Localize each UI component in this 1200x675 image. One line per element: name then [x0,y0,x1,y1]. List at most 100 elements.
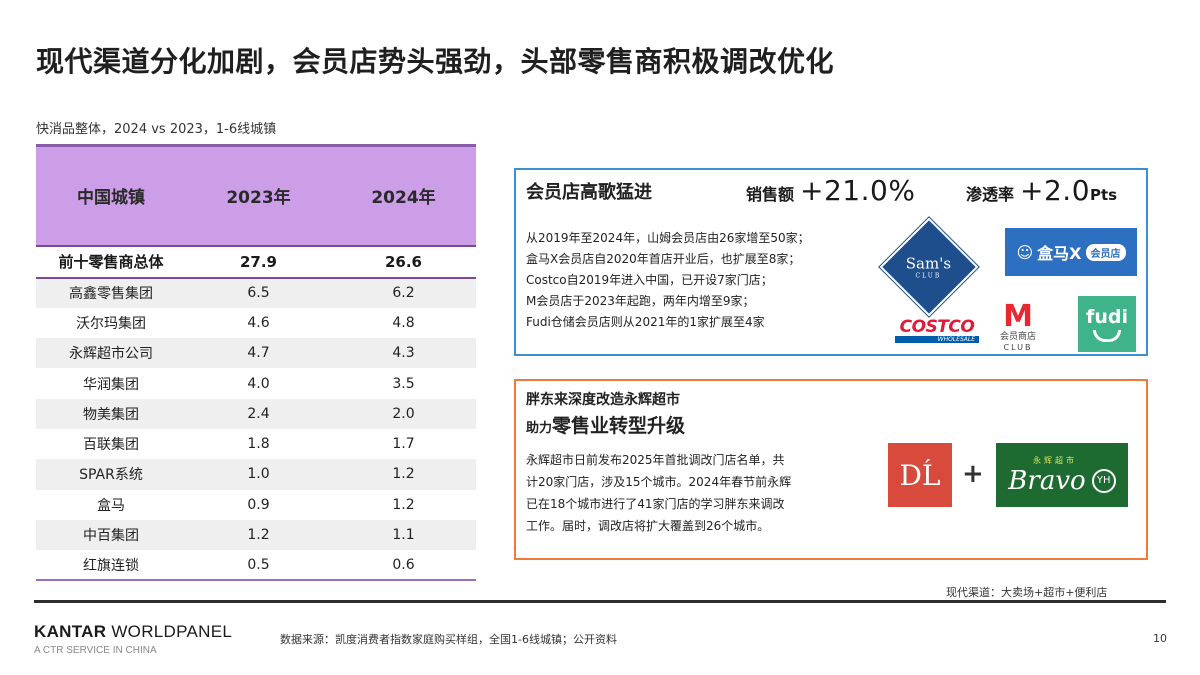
value-2024: 4.3 [392,345,415,362]
sales-value: +21.0% [800,174,916,207]
value-2024: 1.7 [392,436,415,453]
retailer-name: 百联集团 [83,437,139,454]
membership-line: M会员店于2023年起跑，两年内增至9家； [526,294,755,308]
value-2023: 1.2 [247,527,270,544]
table-row: 永辉超市公司 4.7 4.3 [36,338,476,369]
penetration-unit: Pts [1090,186,1118,204]
header-region: 中国城镇 [77,188,145,209]
hema-logo-text: 盒马X [1037,244,1082,263]
costco-logo-text: COSTCO [899,317,975,337]
brand-sub: A CTR SERVICE IN CHINA [34,645,157,656]
yonghui-line: 已在18个城市进行了41家门店的学习胖东来调改 [526,497,785,511]
data-source: 数据来源：凯度消费者指数家庭购买样组，全国1-6线城镇；公开资料 [280,633,617,646]
retailer-name: 物美集团 [83,406,139,423]
sales-label: 销售额 [746,185,795,204]
membership-description: 从2019年至2024年，山姆会员店由26家增至50家； 盒马X会员店自2020… [526,228,810,333]
table-row: 物美集团 2.4 2.0 [36,398,476,429]
value-2023: 0.9 [247,496,270,513]
footer-divider [34,600,1166,603]
value-2023: 4.7 [247,345,270,362]
sales-metric: 销售额 +21.0% [746,174,915,207]
retailer-name: 盒马 [97,497,125,514]
m-club-logo: M 会员商店 CLUB [996,298,1040,356]
brand-bold: KANTAR [34,622,107,641]
sams-club-logo: Sam's CLUB [879,217,979,317]
total-2024: 26.6 [384,252,422,271]
value-2023: 2.4 [247,405,270,422]
value-2024: 0.6 [392,556,415,573]
yonghui-description: 永辉超市日前发布2025年首批调改门店名单，共 计20家门店，涉及15个城市。2… [526,449,791,537]
table-row: 沃尔玛集团 4.6 4.8 [36,308,476,338]
penetration-metric: 渗透率 +2.0 Pts [966,174,1117,207]
costco-logo: COSTCO WHOLESALE [892,317,982,345]
table-header-row: 中国城镇 2023年 2024年 [36,145,476,246]
retailer-name: 中百集团 [83,528,139,545]
value-2023: 0.5 [247,556,270,573]
m-logo-letter: M [1003,298,1033,334]
page-number: 10 [1153,632,1167,645]
table-total-row: 前十零售商总体 27.9 26.6 [36,245,476,278]
table-subtitle: 快消品整体，2024 vs 2023，1-6线城镇 [36,122,277,137]
m-logo-club: CLUB [1003,342,1033,352]
page-title: 现代渠道分化加剧，会员店势头强劲，头部零售商积极调改优化 [36,45,835,78]
brand-rest: WORLDPANEL [106,622,233,641]
header-2023: 2023年 [226,188,291,209]
retailer-name: 沃尔玛集团 [76,315,146,332]
retailer-name: 高鑫零售集团 [69,286,153,303]
fudi-logo: fudi [1078,296,1136,352]
sams-logo-sub: CLUB [916,272,942,280]
value-2024: 1.1 [392,527,415,544]
channel-note: 现代渠道：大卖场+超市+便利店 [946,586,1108,599]
header-2024: 2024年 [371,188,436,209]
penetration-label: 渗透率 [966,185,1015,204]
yonghui-line: 计20家门店，涉及15个城市。2024年春节前永辉 [526,475,792,489]
yonghui-bravo-logo: 永辉超市 Bravo YH [996,443,1128,507]
table-row: 百联集团 1.8 1.7 [36,429,476,459]
retailer-name: SPAR系统 [79,467,143,484]
sams-logo-text: Sam's [906,254,952,273]
membership-line: Costco自2019年进入中国，已开设7家门店； [526,273,773,287]
value-2023: 4.6 [247,314,270,331]
pangdonglai-logo: DĹ [888,443,952,507]
membership-store-panel: 会员店高歌猛进 销售额 +21.0% 渗透率 +2.0 Pts 从2019年至2… [514,168,1148,356]
retailer-name: 华润集团 [83,376,139,393]
value-2023: 1.0 [247,466,270,483]
yonghui-title-prefix: 助力 [526,421,553,436]
total-name: 前十零售商总体 [58,253,164,271]
yonghui-line: 工作。届时，调改店将扩大覆盖到26个城市。 [526,519,770,533]
table-row: 红旗连锁 0.5 0.6 [36,550,476,581]
fudi-logo-text: fudi [1086,306,1128,328]
membership-line: Fudi仓储会员店则从2021年的1家扩展至4家 [526,315,765,329]
membership-line: 盒马X会员店自2020年首店开业后，也扩展至8家； [526,252,801,266]
yh-badge-icon: YH [1091,468,1116,493]
bravo-logo-top: 永辉超市 [1033,455,1077,465]
yonghui-title-line2: 助力零售业转型升级 [526,411,685,438]
value-2023: 4.0 [247,375,270,392]
value-2024: 3.5 [392,375,415,392]
plus-icon: + [962,459,984,489]
bravo-logo-text: Bravo [1008,465,1086,496]
membership-line: 从2019年至2024年，山姆会员店由26家增至50家； [526,231,810,245]
hippo-icon: ☺ [1016,242,1034,262]
value-2023: 1.8 [247,436,270,453]
retailer-name: 红旗连锁 [83,557,139,574]
value-2024: 1.2 [392,466,415,483]
smile-icon [1093,330,1121,342]
hema-x-logo: ☺ 盒马X 会员店 [1005,228,1137,276]
retailer-name: 永辉超市公司 [69,346,153,363]
value-2023: 6.5 [247,285,270,302]
table-row: 中百集团 1.2 1.1 [36,519,476,551]
retailer-share-table: 中国城镇 2023年 2024年 前十零售商总体 27.9 26.6 高鑫零售集… [36,144,476,581]
yonghui-line: 永辉超市日前发布2025年首批调改门店名单，共 [526,453,785,467]
table-row: SPAR系统 1.0 1.2 [36,459,476,490]
value-2024: 1.2 [392,496,415,513]
membership-heading: 会员店高歌猛进 [526,182,652,203]
table-row: 高鑫零售集团 6.5 6.2 [36,277,476,308]
kantar-logo: KANTAR WORLDPANEL A CTR SERVICE IN CHINA [34,622,232,656]
yonghui-title-line1: 胖东来深度改造永辉超市 [526,392,680,408]
total-2023: 27.9 [239,252,277,271]
yonghui-reform-panel: 胖东来深度改造永辉超市 助力零售业转型升级 永辉超市日前发布2025年首批调改门… [514,379,1148,560]
m-logo-text: 会员商店 [999,331,1036,342]
yonghui-title-emphasis: 零售业转型升级 [552,415,686,437]
table-row: 华润集团 4.0 3.5 [36,368,476,398]
